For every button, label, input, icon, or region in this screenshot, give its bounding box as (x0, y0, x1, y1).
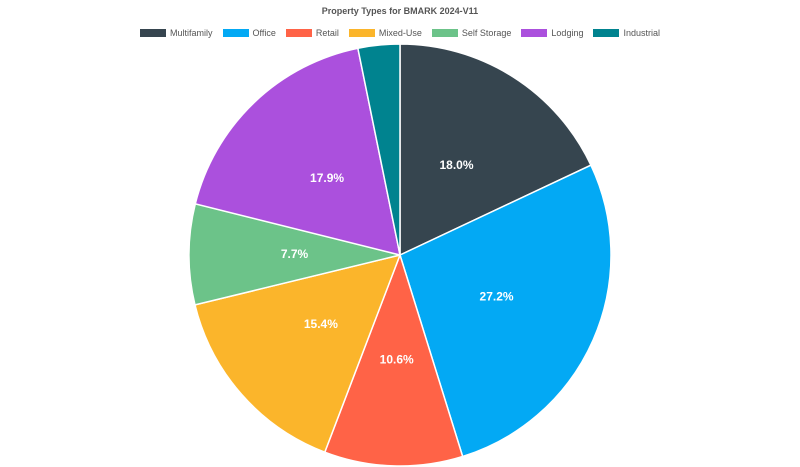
slice-label: 17.9% (310, 171, 344, 185)
pie-slice-office[interactable] (399, 164, 612, 458)
legend-swatch (222, 29, 249, 37)
slice-label: 18.0% (440, 158, 474, 172)
legend-label: Office (252, 28, 276, 38)
legend-item-mixed-use[interactable]: Mixed-Use (348, 28, 422, 38)
legend-item-retail[interactable]: Retail (285, 28, 339, 38)
chart-title: Property Types for BMARK 2024-V11 (321, 6, 479, 16)
legend-label: Retail (315, 28, 339, 38)
legend-swatch (348, 29, 375, 37)
legend-label: Mixed-Use (378, 28, 422, 38)
pie-slice-industrial[interactable] (356, 43, 401, 256)
legend: Multifamily Office Retail Mixed-Use Self Sto… (0, 28, 800, 38)
pie-slice-retail[interactable] (323, 252, 464, 467)
legend-swatch (140, 29, 166, 37)
legend-item-multifamily[interactable]: Multifamily (140, 28, 213, 38)
slice-label: 7.7% (281, 247, 309, 261)
legend-item-industrial[interactable]: Industrial (593, 28, 660, 38)
legend-label: Lodging (551, 28, 584, 38)
legend-swatch (285, 29, 312, 37)
pie-slice-self-storage[interactable] (188, 202, 401, 306)
legend-item-office[interactable]: Office (222, 28, 276, 38)
pie-slice-multifamily[interactable] (399, 43, 592, 257)
legend-item-lodging[interactable]: Lodging (521, 28, 583, 38)
legend-swatch (521, 29, 548, 37)
slice-label: 27.2% (480, 290, 514, 304)
slice-label: 15.4% (304, 317, 338, 331)
slice-label: 10.6% (380, 353, 414, 367)
pie-slice-lodging[interactable] (194, 47, 401, 257)
legend-label: Multifamily (170, 28, 213, 38)
legend-label: Self Storage (461, 28, 512, 38)
pie-slice-mixed-use[interactable] (194, 253, 402, 454)
legend-label: Industrial (623, 28, 660, 38)
legend-swatch (593, 29, 620, 37)
legend-swatch (431, 29, 458, 37)
legend-item-self-storage[interactable]: Self Storage (431, 28, 512, 38)
